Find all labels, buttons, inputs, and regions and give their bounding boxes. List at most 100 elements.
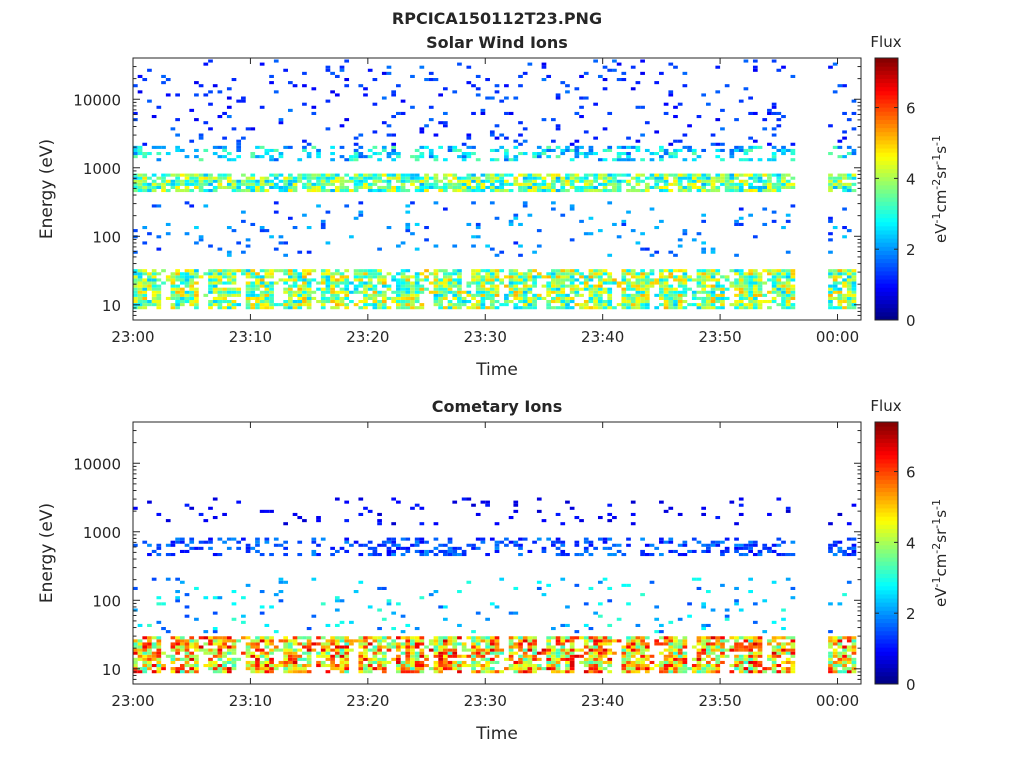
heatmap-cell xyxy=(541,275,547,279)
heatmap-cell xyxy=(161,185,166,189)
x-tick-label: 23:30 xyxy=(464,692,507,710)
heatmap-cell xyxy=(757,553,763,557)
heatmap-cell xyxy=(588,648,594,652)
heatmap-cell xyxy=(508,275,514,279)
heatmap-cell xyxy=(757,654,763,658)
heatmap-cell xyxy=(189,506,195,510)
heatmap-cell xyxy=(504,158,509,162)
heatmap-cell xyxy=(311,537,317,541)
heatmap-cell xyxy=(259,648,265,652)
heatmap-cell xyxy=(311,145,317,149)
heatmap-cell xyxy=(748,648,753,652)
colorbar-swatch xyxy=(875,193,898,198)
heatmap-cell xyxy=(781,540,786,544)
heatmap-cell xyxy=(738,293,744,297)
heatmap-cell xyxy=(250,654,256,658)
heatmap-cell xyxy=(748,306,753,310)
heatmap-cell xyxy=(560,303,566,307)
heatmap-cell xyxy=(133,290,138,294)
heatmap-cell xyxy=(156,660,162,664)
heatmap-cell xyxy=(245,269,251,273)
heatmap-cell xyxy=(494,275,500,279)
heatmap-cell xyxy=(846,173,852,177)
heatmap-cell xyxy=(677,543,683,547)
heatmap-cell xyxy=(236,182,242,186)
heatmap-cell xyxy=(527,62,533,66)
heatmap-cell xyxy=(442,605,448,609)
heatmap-cell xyxy=(536,537,542,541)
heatmap-cell xyxy=(738,608,744,612)
heatmap-cell xyxy=(367,189,373,193)
heatmap-cell xyxy=(381,281,387,285)
heatmap-cell xyxy=(442,543,448,547)
heatmap-cell xyxy=(259,278,265,282)
heatmap-cell xyxy=(226,226,232,230)
heatmap-cell xyxy=(377,290,382,294)
heatmap-cell xyxy=(832,284,838,288)
heatmap-cell xyxy=(325,651,331,655)
heatmap-cell xyxy=(513,296,519,300)
heatmap-cell xyxy=(386,155,392,159)
heatmap-cell xyxy=(677,670,683,674)
heatmap-cell xyxy=(828,293,833,297)
heatmap-cell xyxy=(203,176,209,180)
heatmap-cell xyxy=(133,272,138,276)
heatmap-cell xyxy=(706,623,711,627)
colorbar-swatch xyxy=(875,499,898,505)
heatmap-cell xyxy=(767,142,772,146)
heatmap-cell xyxy=(475,158,481,162)
heatmap-cell xyxy=(156,182,162,186)
heatmap-cell xyxy=(851,296,857,300)
heatmap-cell xyxy=(353,185,359,189)
heatmap-cell xyxy=(569,639,575,643)
heatmap-cell xyxy=(518,664,523,668)
heatmap-cell xyxy=(837,139,843,143)
heatmap-cell xyxy=(466,497,472,501)
heatmap-cell xyxy=(837,176,843,180)
heatmap-cell xyxy=(189,108,195,112)
heatmap-cell xyxy=(334,290,340,294)
colorbar-swatch xyxy=(875,659,898,665)
heatmap-cell xyxy=(344,118,350,122)
heatmap-cell xyxy=(569,272,575,276)
heatmap-cell xyxy=(541,593,547,597)
heatmap-cell xyxy=(212,145,218,149)
heatmap-cell xyxy=(133,300,138,304)
heatmap-cell xyxy=(189,645,195,649)
heatmap-cell xyxy=(292,660,298,664)
heatmap-cell xyxy=(781,293,786,297)
heatmap-cell xyxy=(283,278,288,282)
heatmap-cell xyxy=(344,179,350,183)
heatmap-cell xyxy=(691,577,697,581)
heatmap-cell xyxy=(330,272,335,276)
heatmap-cell xyxy=(696,586,702,590)
heatmap-cell xyxy=(208,306,213,310)
heatmap-cell xyxy=(147,553,152,557)
heatmap-cell xyxy=(147,284,152,288)
heatmap-cell xyxy=(226,537,232,541)
heatmap-cell xyxy=(710,670,716,674)
heatmap-cell xyxy=(156,651,162,655)
heatmap-cell xyxy=(846,636,852,640)
heatmap-cell xyxy=(419,667,425,671)
heatmap-cell xyxy=(325,241,331,245)
heatmap-cell xyxy=(353,142,359,146)
heatmap-cell xyxy=(400,303,406,307)
heatmap-cell xyxy=(381,636,387,640)
heatmap-cell xyxy=(776,148,782,152)
heatmap-cell xyxy=(551,543,556,547)
heatmap-cell xyxy=(334,599,340,603)
heatmap-cell xyxy=(583,306,589,310)
heatmap-cell xyxy=(738,306,744,310)
heatmap-cell xyxy=(292,636,298,640)
heatmap-cell xyxy=(170,293,176,297)
heatmap-cell xyxy=(142,645,148,649)
heatmap-cell xyxy=(302,148,307,152)
heatmap-cell xyxy=(701,287,707,291)
heatmap-cell xyxy=(757,660,763,664)
heatmap-cell xyxy=(287,667,293,671)
heatmap-cell xyxy=(349,179,354,183)
heatmap-cell xyxy=(790,648,796,652)
heatmap-cell xyxy=(541,189,547,193)
heatmap-cell xyxy=(278,648,284,652)
